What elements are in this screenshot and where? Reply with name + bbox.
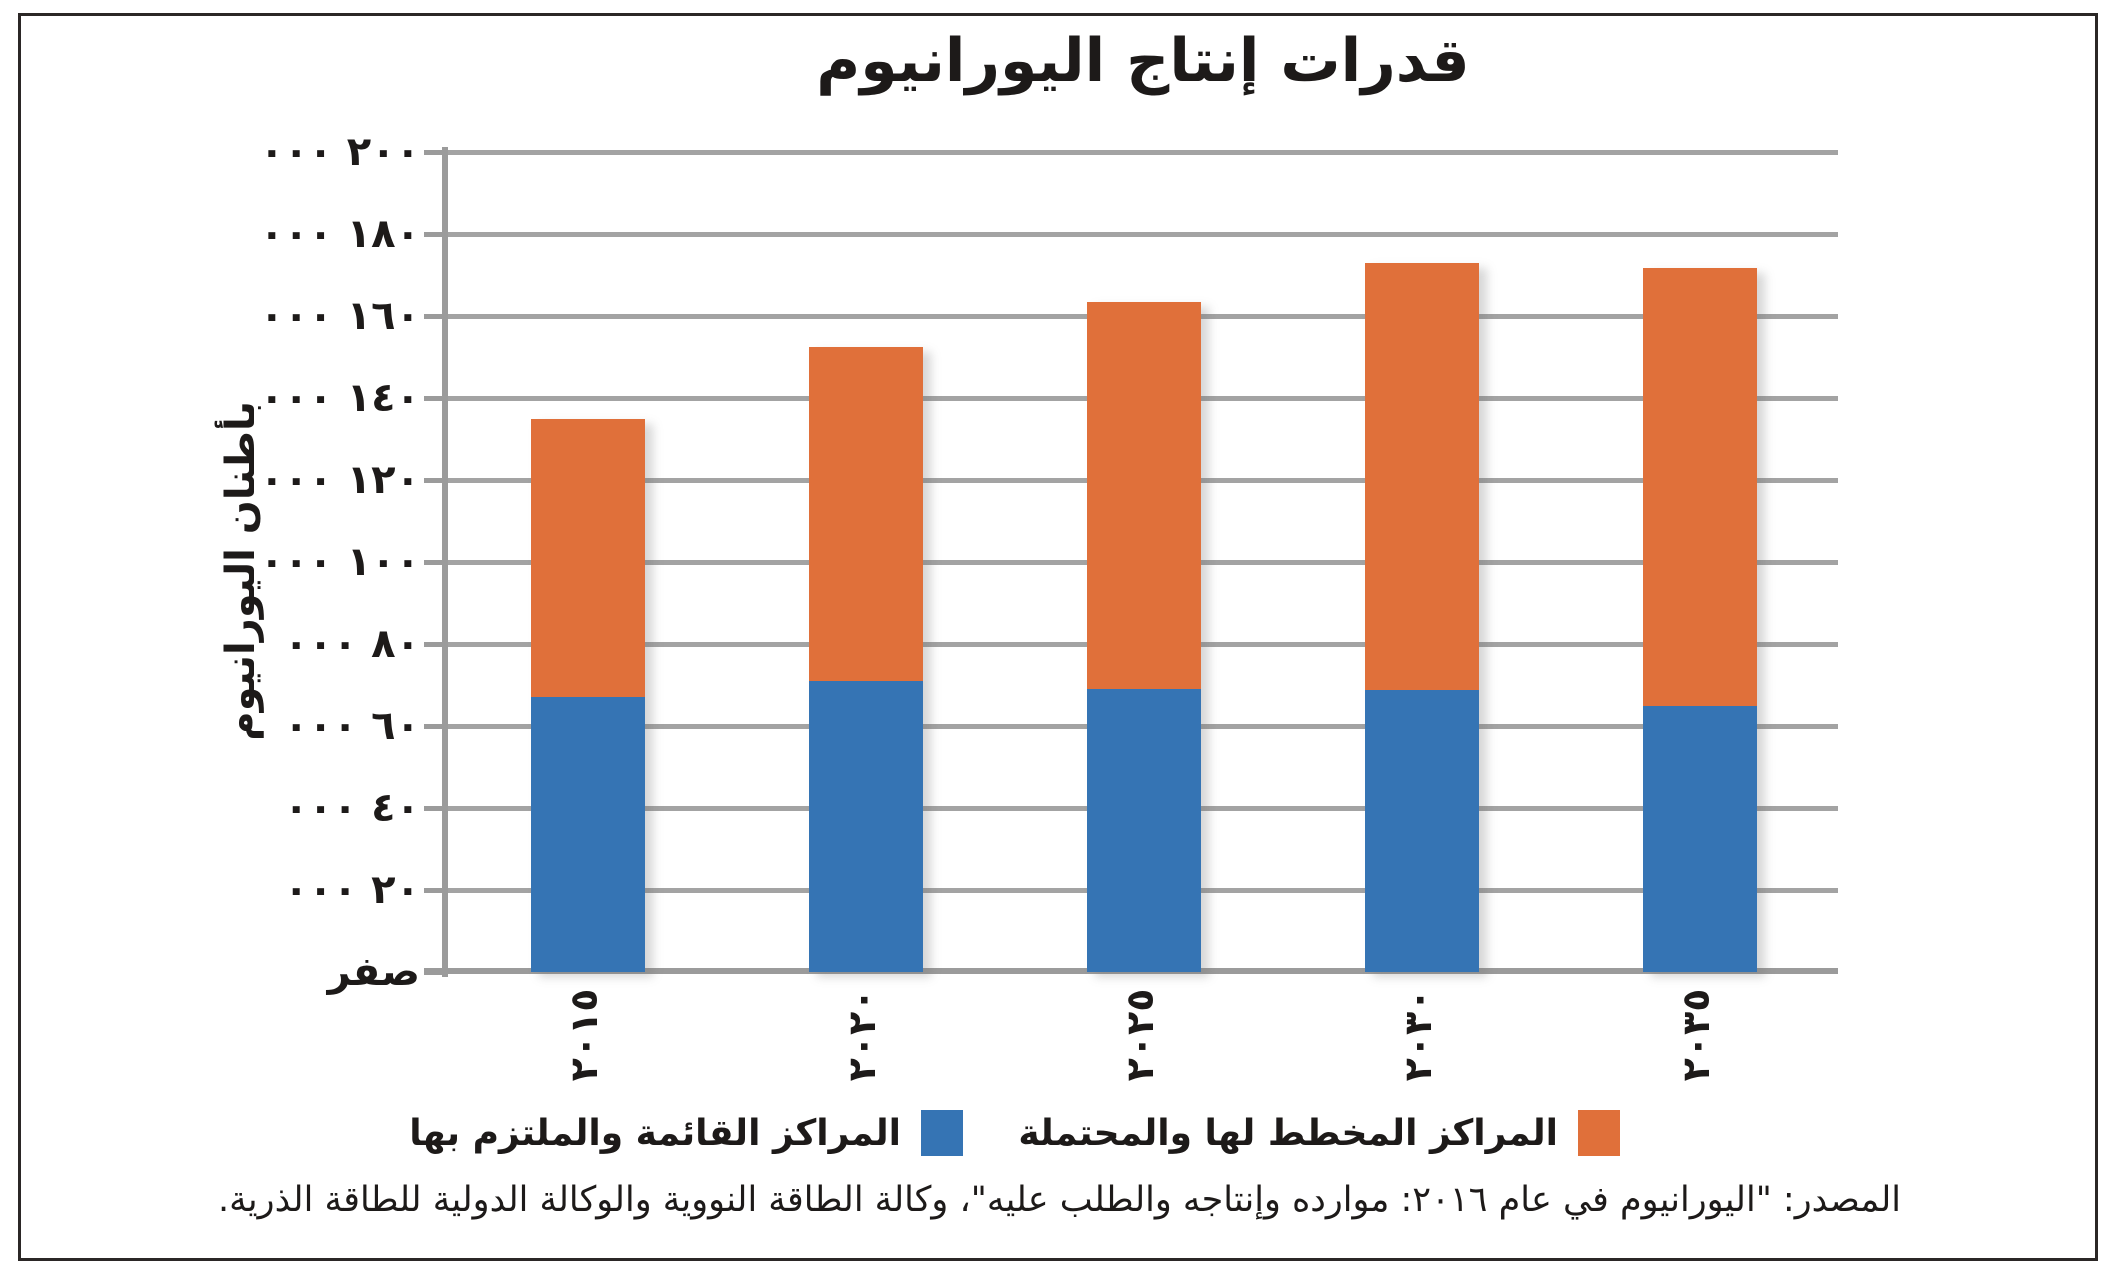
legend-item-existing: المراكز القائمة والملتزم بها [409, 1110, 963, 1156]
legend-label-existing: المراكز القائمة والملتزم بها [409, 1112, 901, 1154]
plot-area [424, 147, 1838, 977]
y-tick-label: ١٨٠ ٠٠٠ [259, 211, 420, 257]
y-axis-tick [424, 150, 448, 155]
bar-segment-existing [1087, 689, 1201, 972]
y-axis-tick [424, 560, 448, 565]
y-axis-tick [424, 478, 448, 483]
y-axis-tick [424, 888, 448, 893]
y-axis-line [442, 147, 448, 977]
y-tick-label: ٦٠ ٠٠٠ [283, 703, 420, 749]
y-tick-label: ١٢٠ ٠٠٠ [259, 457, 420, 503]
y-tick-label: ١٠٠ ٠٠٠ [259, 539, 420, 585]
bar-segment-existing [809, 681, 923, 972]
y-tick-label: ٢٠٠ ٠٠٠ [259, 129, 420, 175]
bar-segment-planned [809, 347, 923, 681]
y-tick-label: ٤٠ ٠٠٠ [283, 785, 420, 831]
chart-title: قدرات إنتاج اليورانيوم [816, 26, 1470, 96]
y-axis-tick [424, 314, 448, 319]
bar-group-٢٠٢٠ [809, 347, 923, 972]
bar-segment-planned [1087, 302, 1201, 689]
y-axis-tick [424, 232, 448, 237]
legend-item-planned: المراكز المخطط لها والمحتملة [1018, 1110, 1620, 1156]
bar-group-٢٠٢٥ [1087, 302, 1201, 972]
gridline [448, 150, 1838, 155]
bar-group-٢٠٣٥ [1643, 268, 1757, 972]
y-tick-label: صفر [327, 949, 420, 995]
legend-label-planned: المراكز المخطط لها والمحتملة [1018, 1112, 1558, 1154]
y-axis-tick-labels: صفر ٢٠ ٠٠٠ ٤٠ ٠٠٠ ٦٠ ٠٠٠ ٨٠ ٠٠٠ ١٠٠ ٠٠٠ ١٢٠ ٠٠… [140, 129, 420, 995]
legend-swatch-planned-orange [1578, 1110, 1620, 1156]
gridline [448, 232, 1838, 237]
bar-segment-existing [1643, 706, 1757, 972]
bar-segment-planned [1643, 268, 1757, 706]
y-axis-tick [424, 724, 448, 729]
bar-segment-planned [1365, 263, 1479, 690]
bar-segment-existing [1365, 690, 1479, 972]
x-tick-label: ٢٠٢٥ [1118, 988, 1162, 1082]
bar-group-٢٠٣٠ [1365, 263, 1479, 972]
bar-group-٢٠١٥ [531, 419, 645, 972]
bar-segment-planned [531, 419, 645, 697]
y-axis-tick [424, 642, 448, 647]
x-tick-label: ٢٠١٥ [562, 988, 606, 1082]
y-axis-tick [424, 806, 448, 811]
legend-swatch-existing-blue [921, 1110, 963, 1156]
y-tick-label: ٨٠ ٠٠٠ [283, 621, 420, 667]
x-tick-label: ٢٠٣٠ [1396, 988, 1440, 1082]
source-citation: المصدر: "اليورانيوم في عام ٢٠١٦: موارده … [218, 1180, 1901, 1220]
x-tick-label: ٢٠٣٥ [1674, 988, 1718, 1082]
y-tick-label: ١٤٠ ٠٠٠ [259, 375, 420, 421]
y-tick-label: ٢٠ ٠٠٠ [283, 867, 420, 913]
y-tick-label: ١٦٠ ٠٠٠ [259, 293, 420, 339]
y-axis-tick [424, 396, 448, 401]
x-tick-label: ٢٠٢٠ [840, 988, 884, 1082]
bar-segment-existing [531, 697, 645, 972]
